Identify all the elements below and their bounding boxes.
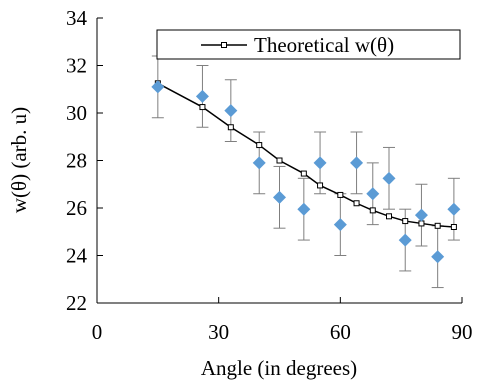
theoretical-point (300, 170, 307, 177)
theoretical-point (369, 207, 376, 214)
data-point (398, 233, 412, 247)
theoretical-point (386, 213, 392, 220)
data-point (414, 208, 428, 222)
x-tick-label: 30 (208, 320, 229, 344)
data-point (195, 89, 209, 103)
y-tick-label: 22 (66, 291, 87, 315)
y-tick-label: 32 (66, 54, 87, 78)
theoretical-point (276, 157, 283, 164)
theoretical-point (418, 220, 425, 227)
x-axis-title: Angle (in degrees) (201, 356, 357, 380)
ticks: 22 24 26 28 30 32 34 0 30 60 90 (66, 6, 473, 344)
theoretical-point (450, 224, 457, 230)
theoretical-point (434, 222, 441, 229)
x-tick-label: 90 (452, 320, 473, 344)
y-tick-label: 34 (66, 6, 88, 30)
theoretical-point (317, 182, 324, 189)
data-point (313, 156, 327, 170)
data-point (382, 171, 396, 185)
legend: Theoretical w(θ) (156, 29, 461, 60)
x-tick-label: 60 (330, 320, 351, 344)
x-tick-label: 0 (92, 320, 103, 344)
measured-series (151, 80, 461, 264)
data-point (447, 202, 461, 216)
legend-marker-swatch (221, 42, 227, 48)
data-point (252, 156, 266, 170)
data-point (333, 218, 347, 232)
theoretical-point (199, 104, 206, 111)
data-point (431, 250, 445, 264)
theoretical-point (227, 124, 234, 131)
data-point (273, 190, 286, 204)
y-axis-title: w(θ) (arb. u) (7, 107, 31, 213)
data-point (350, 156, 364, 170)
theoretical-point (402, 218, 409, 225)
theoretical-point (256, 142, 263, 149)
data-point (297, 202, 311, 216)
y-tick-label: 26 (66, 196, 87, 220)
legend-label-theoretical: Theoretical w(θ) (254, 33, 394, 57)
y-tick-label: 30 (66, 101, 87, 125)
data-point (224, 104, 238, 118)
data-point (151, 80, 165, 94)
y-tick-label: 24 (66, 244, 88, 268)
theoretical-point (353, 200, 360, 207)
y-tick-label: 28 (66, 149, 87, 173)
theoretical-point (337, 191, 344, 198)
data-point (366, 187, 380, 201)
